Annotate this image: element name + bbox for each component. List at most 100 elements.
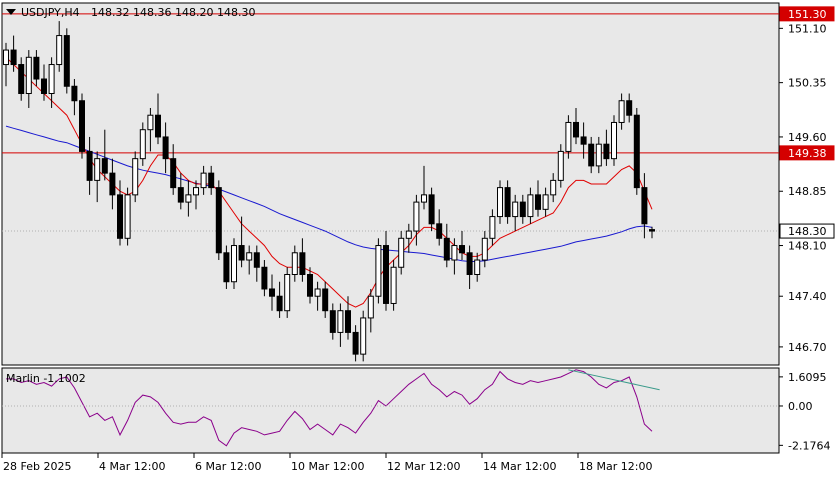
candle[interactable] [383, 231, 389, 311]
candle[interactable] [527, 187, 534, 224]
candle[interactable] [33, 50, 40, 87]
candle[interactable] [162, 122, 169, 174]
time-tick-label: 14 Mar 12:00 [483, 460, 556, 473]
collapse-arrow-icon[interactable] [6, 9, 16, 15]
candle[interactable] [291, 245, 298, 282]
candle[interactable] [603, 129, 610, 166]
price-panel[interactable] [1, 2, 780, 366]
candle[interactable] [170, 144, 177, 195]
candle[interactable] [390, 260, 397, 311]
candle[interactable] [185, 180, 192, 217]
price-marker-label: 148.30 [788, 225, 827, 238]
candle[interactable] [626, 93, 633, 123]
candle[interactable] [398, 231, 405, 275]
candle[interactable] [155, 93, 161, 145]
candle[interactable] [588, 136, 595, 174]
candle[interactable] [360, 310, 367, 362]
candle[interactable] [345, 296, 351, 340]
candle[interactable] [413, 194, 420, 246]
candle[interactable] [421, 165, 427, 210]
candle[interactable] [329, 303, 336, 340]
candle[interactable] [550, 173, 557, 203]
candle[interactable] [451, 238, 458, 275]
candle[interactable] [611, 115, 617, 166]
candle[interactable] [481, 231, 488, 268]
candle[interactable] [56, 21, 63, 72]
candle[interactable] [512, 194, 519, 232]
candle[interactable] [307, 267, 313, 304]
candle[interactable] [200, 165, 207, 195]
candle[interactable] [269, 274, 275, 311]
candle[interactable] [489, 209, 496, 246]
candle[interactable] [276, 281, 283, 318]
candle[interactable] [641, 173, 648, 239]
time-tick-label: 28 Feb 2025 [3, 460, 71, 473]
candle[interactable] [284, 267, 291, 318]
oscillator-tick-label: 1.6095 [788, 371, 827, 384]
candle[interactable] [459, 231, 465, 261]
candle[interactable] [223, 245, 230, 289]
candle[interactable] [231, 238, 237, 289]
candle[interactable] [649, 226, 655, 239]
moving-average-slow [5, 125, 653, 262]
price-tick-label: 148.85 [788, 185, 827, 198]
candle[interactable] [436, 209, 443, 246]
candle[interactable] [253, 245, 260, 282]
candle[interactable] [474, 252, 481, 282]
candle[interactable] [177, 173, 184, 210]
candle[interactable] [565, 115, 572, 159]
candle[interactable] [124, 187, 131, 246]
candle[interactable] [322, 281, 329, 318]
candle[interactable] [542, 187, 549, 217]
candle[interactable] [208, 165, 215, 195]
candle[interactable] [535, 180, 541, 217]
candle[interactable] [618, 93, 625, 130]
candle[interactable] [94, 151, 101, 203]
candle[interactable] [246, 245, 253, 275]
candle[interactable] [375, 238, 382, 304]
divergence-line[interactable] [568, 369, 660, 391]
candle[interactable] [215, 180, 222, 261]
candle[interactable] [497, 180, 503, 224]
candle[interactable] [314, 281, 321, 311]
candle[interactable] [405, 223, 412, 253]
oscillator-panel[interactable] [1, 367, 780, 454]
candle[interactable] [3, 42, 9, 87]
candle[interactable] [352, 325, 359, 362]
candle[interactable] [63, 28, 70, 94]
candle[interactable] [367, 288, 374, 333]
price-tick-label: 147.40 [788, 290, 827, 303]
candle[interactable] [132, 151, 139, 203]
candle[interactable] [573, 107, 579, 145]
candle[interactable] [428, 187, 435, 232]
candle[interactable] [10, 35, 17, 72]
candle[interactable] [41, 64, 47, 101]
candle[interactable] [580, 122, 587, 159]
candle[interactable] [633, 107, 640, 195]
candle[interactable] [109, 158, 116, 210]
candle[interactable] [101, 129, 108, 181]
candle[interactable] [238, 216, 245, 268]
candle[interactable] [261, 260, 268, 297]
candle[interactable] [117, 180, 123, 246]
candle[interactable] [557, 144, 564, 188]
candle[interactable] [79, 93, 85, 159]
candle[interactable] [299, 238, 306, 282]
candle[interactable] [48, 57, 55, 108]
candle[interactable] [466, 245, 473, 289]
price-tick-label: 149.60 [788, 131, 827, 144]
candle[interactable] [139, 122, 146, 166]
candle[interactable] [193, 180, 199, 210]
candle[interactable] [25, 50, 32, 108]
candle[interactable] [147, 107, 154, 152]
candle[interactable] [519, 194, 526, 224]
oscillator-tick-label: -2.1764 [788, 439, 830, 452]
candle[interactable] [337, 303, 344, 347]
candle[interactable] [86, 136, 93, 195]
candle[interactable] [71, 79, 78, 116]
candle[interactable] [443, 223, 450, 268]
candle[interactable] [18, 57, 25, 101]
candle[interactable] [595, 136, 602, 174]
candle[interactable] [504, 180, 511, 224]
